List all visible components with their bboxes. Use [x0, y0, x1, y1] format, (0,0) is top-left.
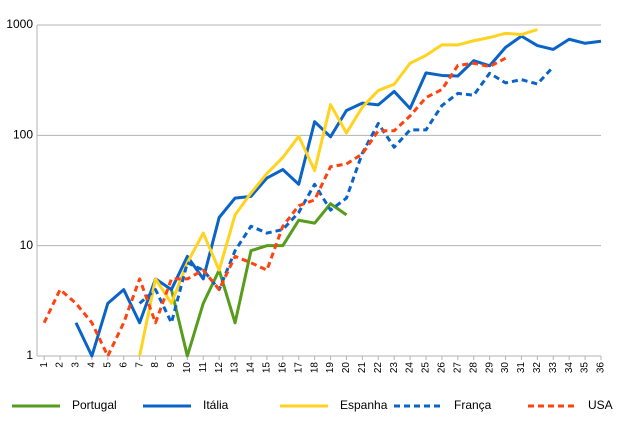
x-tick-label: 18: [309, 362, 320, 374]
x-tick-label: 30: [500, 362, 511, 374]
legend-label: França: [454, 398, 492, 412]
x-tick-label: 6: [118, 362, 129, 368]
x-tick-label: 7: [134, 362, 145, 368]
x-tick-label: 25: [421, 362, 432, 374]
y-tick-label: 1000: [6, 17, 33, 31]
x-tick-label: 21: [357, 362, 368, 374]
legend-label: Espanha: [340, 398, 388, 412]
x-tick-label: 36: [596, 362, 607, 374]
x-tick-label: 16: [277, 362, 288, 374]
x-tick-label: 20: [341, 362, 352, 374]
x-tick-label: 15: [262, 362, 273, 374]
series-line: [138, 28, 538, 357]
series-line: [74, 34, 602, 358]
x-tick-label: 19: [325, 362, 336, 374]
series-line: [138, 65, 555, 325]
x-tick-label: 34: [564, 362, 575, 374]
y-tick-label: 1: [26, 348, 33, 362]
y-tick-label: 100: [13, 128, 33, 142]
x-tick-label: 17: [293, 362, 304, 374]
x-tick-label: 14: [246, 362, 257, 374]
legend-label: Portugal: [72, 398, 117, 412]
x-tick-label: 3: [71, 362, 82, 368]
x-tick-label: 4: [87, 362, 98, 368]
series-line: [42, 56, 507, 358]
y-tick-label: 10: [20, 238, 34, 252]
x-tick-label: 32: [532, 362, 543, 374]
x-tick-label: 35: [580, 362, 591, 374]
x-tick-label: 10: [182, 362, 193, 374]
x-tick-label: 1: [39, 362, 50, 368]
x-tick-label: 28: [468, 362, 479, 374]
x-tick-label: 13: [230, 362, 241, 374]
x-tick-label: 2: [55, 362, 66, 368]
x-tick-label: 31: [516, 362, 527, 374]
legend-label: Itália: [203, 398, 229, 412]
x-tick-label: 22: [373, 362, 384, 374]
x-tick-label: 33: [548, 362, 559, 374]
x-tick-label: 23: [389, 362, 400, 374]
x-tick-label: 27: [452, 362, 463, 374]
x-tick-label: 29: [484, 362, 495, 374]
x-tick-label: 9: [166, 362, 177, 368]
legend-label: USA: [588, 398, 613, 412]
x-tick-label: 11: [198, 362, 209, 373]
x-tick-label: 12: [214, 362, 225, 374]
x-tick-label: 8: [150, 362, 161, 368]
x-tick-label: 26: [437, 362, 448, 374]
series-line: [169, 202, 348, 358]
x-tick-label: 5: [102, 362, 113, 368]
x-tick-label: 24: [405, 362, 416, 374]
